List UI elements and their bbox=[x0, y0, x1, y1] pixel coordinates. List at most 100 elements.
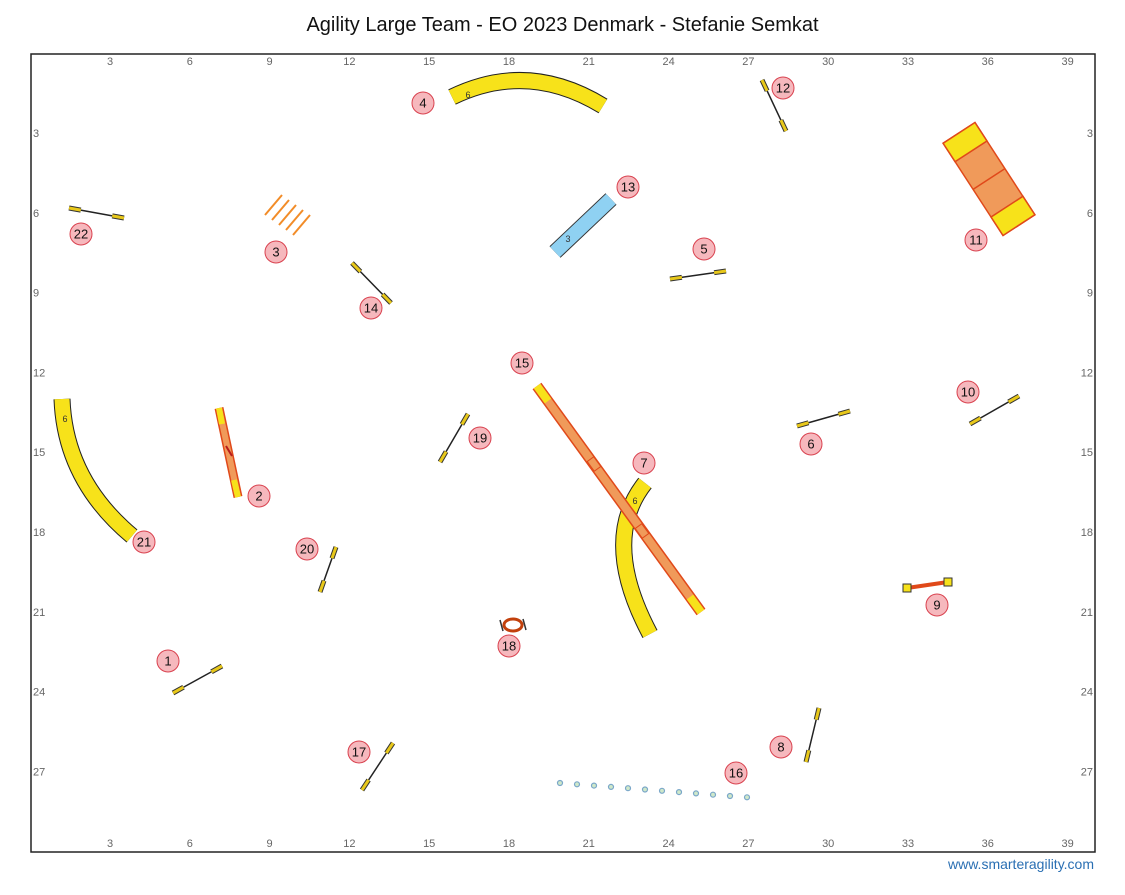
obstacle-number-label: 8 bbox=[777, 740, 784, 755]
obstacle-number-9: 9 bbox=[925, 593, 949, 617]
obstacle-number-label: 1 bbox=[164, 654, 171, 669]
x-axis-tick-label: 3 bbox=[107, 838, 113, 850]
obstacle-number-7: 7 bbox=[632, 451, 656, 475]
y-axis-tick-label: 15 bbox=[33, 447, 45, 459]
jump-bar bbox=[68, 205, 125, 221]
x-axis-tick-label: 12 bbox=[343, 838, 355, 850]
x-axis-tick-label: 30 bbox=[822, 56, 834, 68]
y-axis-tick-label: 18 bbox=[33, 527, 45, 539]
y-axis-tick-label: 6 bbox=[33, 208, 39, 220]
dogwalk-15 bbox=[532, 382, 706, 616]
course-title: Agility Large Team - EO 2023 Denmark - S… bbox=[306, 14, 819, 36]
smarteragility-link[interactable]: www.smarteragility.com bbox=[948, 856, 1094, 872]
obstacle-number-label: 4 bbox=[419, 96, 426, 111]
obstacle-number-5: 5 bbox=[692, 237, 716, 261]
x-axis-tick-label: 9 bbox=[267, 838, 273, 850]
obstacle-number-10: 10 bbox=[956, 380, 980, 404]
weave-pole bbox=[658, 787, 666, 794]
obstacle-number-13: 13 bbox=[616, 175, 640, 199]
hurdle-3 bbox=[264, 194, 311, 236]
x-axis-tick-label: 12 bbox=[343, 56, 355, 68]
obstacle-number-label: 11 bbox=[969, 233, 983, 248]
obstacle-number-8: 8 bbox=[769, 735, 793, 759]
x-axis-tick-label: 24 bbox=[662, 838, 674, 850]
jump-bar bbox=[803, 707, 822, 763]
x-axis-tick-label: 15 bbox=[423, 56, 435, 68]
x-axis-tick-label: 24 bbox=[662, 56, 674, 68]
obstacle-number-label: 7 bbox=[640, 456, 647, 471]
y-axis-tick-label: 9 bbox=[1087, 288, 1093, 300]
axis-ticks: 3366991212151518182121242427273030333336… bbox=[33, 56, 1093, 850]
obstacle-number-label: 17 bbox=[352, 745, 366, 760]
y-axis-tick-label: 21 bbox=[1081, 607, 1093, 619]
weave-pole bbox=[573, 781, 581, 788]
tunnel-21: 6 bbox=[53, 398, 138, 543]
tunnel-size-label: 6 bbox=[465, 90, 470, 100]
obstacle-number-12: 12 bbox=[771, 76, 795, 100]
jump-bar bbox=[350, 261, 393, 305]
tyre-18 bbox=[499, 617, 527, 633]
obstacle-number-label: 2 bbox=[255, 489, 262, 504]
jump-bars bbox=[68, 78, 1021, 792]
obstacle-number-11: 11 bbox=[964, 228, 988, 252]
jump-bar bbox=[437, 412, 471, 464]
obstacle-number-label: 13 bbox=[621, 180, 635, 195]
obstacle-number-15: 15 bbox=[510, 351, 534, 375]
tunnel-size-label: 3 bbox=[565, 234, 570, 244]
x-axis-tick-label: 21 bbox=[583, 56, 595, 68]
x-axis-tick-label: 33 bbox=[902, 56, 914, 68]
y-axis-tick-label: 15 bbox=[1081, 447, 1093, 459]
x-axis-tick-label: 36 bbox=[982, 838, 994, 850]
x-axis-tick-label: 18 bbox=[503, 56, 515, 68]
jump-bar bbox=[796, 408, 851, 429]
weave-poles-16 bbox=[556, 779, 751, 801]
tunnel-size-label: 6 bbox=[62, 414, 67, 424]
weave-pole bbox=[709, 791, 717, 798]
jump-bar bbox=[359, 741, 396, 792]
tunnel-4: 6 bbox=[448, 72, 608, 114]
y-axis-tick-label: 18 bbox=[1081, 527, 1093, 539]
weave-pole bbox=[624, 785, 632, 792]
y-axis-tick-label: 27 bbox=[1081, 766, 1093, 778]
obstacle-number-20: 20 bbox=[295, 537, 319, 561]
y-axis-tick-label: 3 bbox=[33, 128, 39, 140]
obstacle-number-label: 6 bbox=[807, 437, 814, 452]
y-axis-tick-label: 9 bbox=[33, 288, 39, 300]
tunnel-size-label: 6 bbox=[632, 496, 637, 506]
weave-pole bbox=[675, 788, 683, 796]
y-axis-tick-label: 24 bbox=[33, 687, 45, 699]
ring-border bbox=[30, 53, 1096, 853]
obstacle-number-label: 21 bbox=[137, 535, 151, 550]
x-axis-tick-label: 30 bbox=[822, 838, 834, 850]
obstacle-number-label: 14 bbox=[364, 301, 378, 316]
tunnel-7: 6 bbox=[615, 477, 658, 638]
obstacle-number-label: 12 bbox=[776, 81, 790, 96]
x-axis-tick-label: 36 bbox=[982, 56, 994, 68]
long-jump-9 bbox=[902, 577, 953, 593]
jump-bar bbox=[317, 546, 339, 593]
obstacle-number-label: 18 bbox=[502, 639, 516, 654]
obstacle-number-18: 18 bbox=[497, 634, 521, 658]
obstacle-number-label: 20 bbox=[300, 542, 314, 557]
obstacle-number-label: 22 bbox=[74, 227, 88, 242]
y-axis-tick-label: 12 bbox=[33, 367, 45, 379]
obstacle-number-22: 22 bbox=[69, 222, 93, 246]
x-axis-tick-label: 27 bbox=[742, 56, 754, 68]
weave-pole bbox=[743, 794, 751, 801]
y-axis-tick-label: 27 bbox=[33, 766, 45, 778]
weave-pole bbox=[692, 790, 700, 797]
obstacle-number-3: 3 bbox=[264, 240, 288, 264]
tunnel-13: 3 bbox=[549, 193, 617, 258]
weave-pole bbox=[641, 786, 649, 793]
x-axis-tick-label: 3 bbox=[107, 56, 113, 68]
x-axis-tick-label: 21 bbox=[583, 838, 595, 850]
y-axis-tick-label: 12 bbox=[1081, 367, 1093, 379]
seesaw-2 bbox=[214, 407, 243, 498]
obstacle-number-14: 14 bbox=[359, 296, 383, 320]
obstacle-number-21: 21 bbox=[132, 530, 156, 554]
obstacle-number-label: 10 bbox=[961, 385, 975, 400]
obstacle-number-17: 17 bbox=[347, 740, 371, 764]
y-axis-tick-label: 3 bbox=[1087, 128, 1093, 140]
y-axis-tick-label: 24 bbox=[1081, 687, 1093, 699]
